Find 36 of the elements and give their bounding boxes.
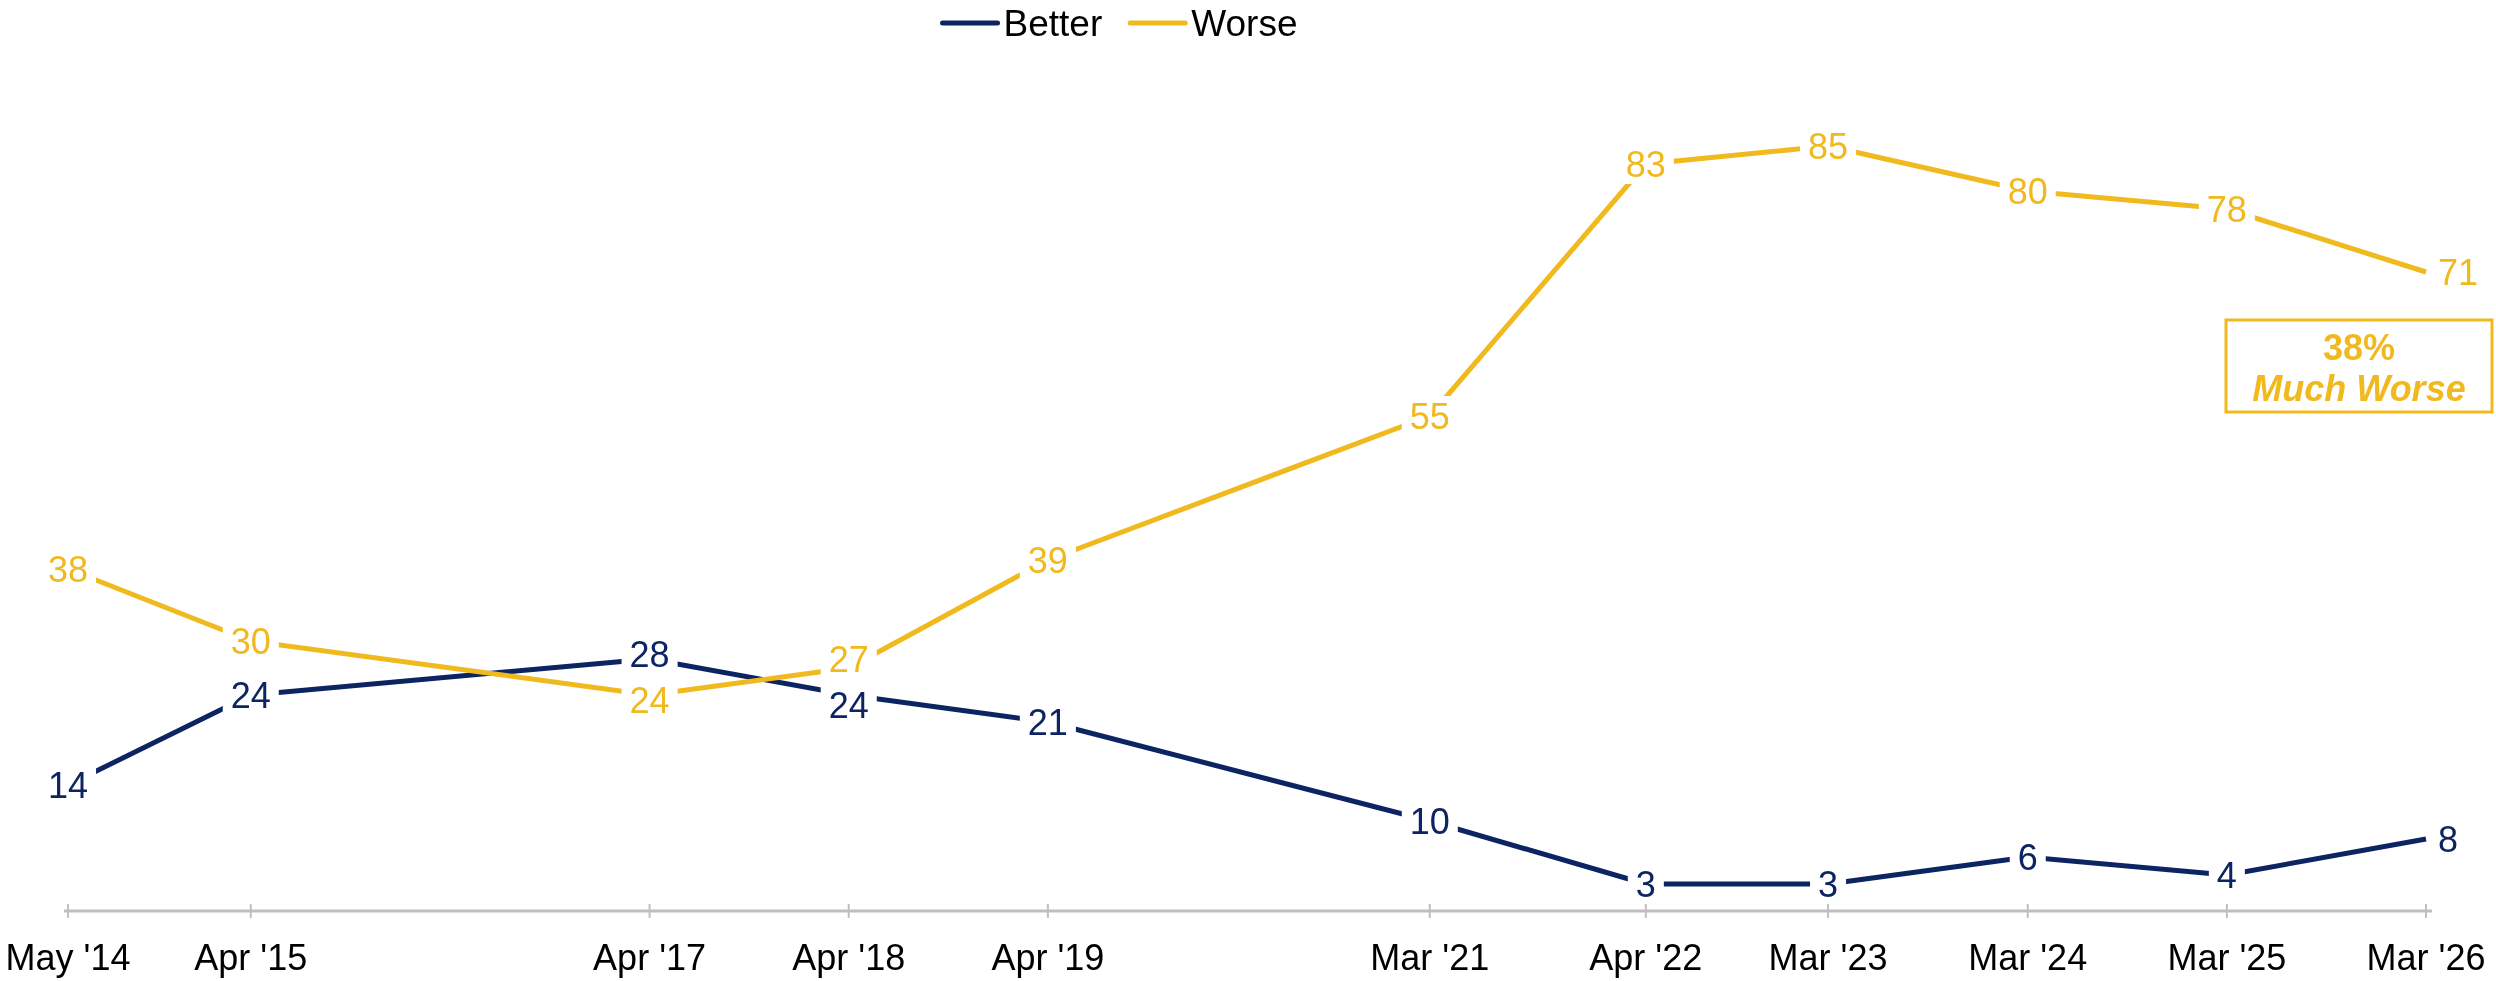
x-tick-label: May '14 <box>5 937 131 978</box>
annotation: 38% Much Worse <box>2252 327 2466 409</box>
data-label: 14 <box>47 765 89 806</box>
x-tick-label: Apr '22 <box>1589 937 1703 978</box>
data-label: 83 <box>1625 144 1666 185</box>
data-label: 39 <box>1027 540 1068 581</box>
x-tick-label: Apr '18 <box>792 937 906 978</box>
x-tick-label: Apr '19 <box>991 937 1105 978</box>
data-label: 24 <box>629 680 670 721</box>
data-label: 55 <box>1409 396 1450 437</box>
data-label: 3 <box>1635 864 1656 905</box>
data-label: 85 <box>1808 126 1849 167</box>
data-label: 21 <box>1027 702 1068 743</box>
data-label: 78 <box>2206 189 2247 230</box>
data-label: 24 <box>828 684 869 726</box>
data-label: 30 <box>230 621 271 662</box>
legend-label: Better <box>1003 3 1103 44</box>
data-label: 80 <box>2007 171 2048 212</box>
x-tick-label: Mar '26 <box>2366 937 2486 978</box>
data-label: 71 <box>2438 252 2479 293</box>
legend-label: Worse <box>1191 3 1298 44</box>
data-label: 38 <box>47 549 89 590</box>
x-tick-label: Mar '24 <box>1968 937 2088 978</box>
data-label: 24 <box>230 675 271 716</box>
data-label: 27 <box>828 638 869 680</box>
data-label: 3 <box>1818 864 1839 905</box>
data-label: 8 <box>2438 819 2459 860</box>
x-tick-label: Apr '17 <box>593 937 707 978</box>
data-label: 28 <box>629 634 670 675</box>
data-label: 6 <box>2017 837 2038 878</box>
x-tick-label: Mar '25 <box>2167 937 2287 978</box>
x-tick-label: Apr '15 <box>194 937 308 978</box>
data-label: 4 <box>2216 855 2237 896</box>
x-tick-label: Mar '21 <box>1370 937 1490 978</box>
data-label: 10 <box>1409 801 1450 842</box>
x-tick-label: Mar '23 <box>1768 937 1888 978</box>
